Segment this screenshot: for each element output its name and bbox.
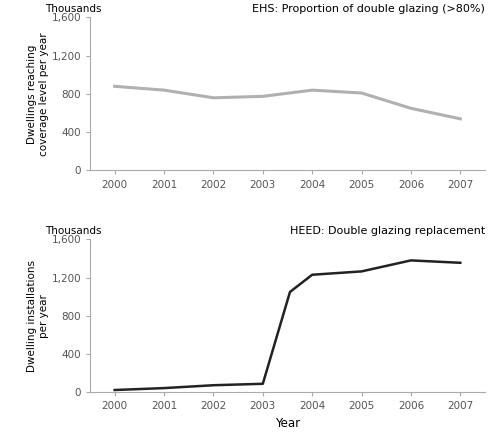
Y-axis label: Dwellings reaching
coverage level per year: Dwellings reaching coverage level per ye… — [27, 32, 48, 156]
Y-axis label: Dwelling installations
per year: Dwelling installations per year — [27, 260, 48, 372]
X-axis label: Year: Year — [275, 417, 300, 430]
Text: Thousands: Thousands — [44, 226, 101, 236]
Text: EHS: Proportion of double glazing (>80%): EHS: Proportion of double glazing (>80%) — [252, 4, 485, 14]
Text: Thousands: Thousands — [44, 4, 101, 14]
Text: HEED: Double glazing replacement: HEED: Double glazing replacement — [290, 226, 485, 236]
